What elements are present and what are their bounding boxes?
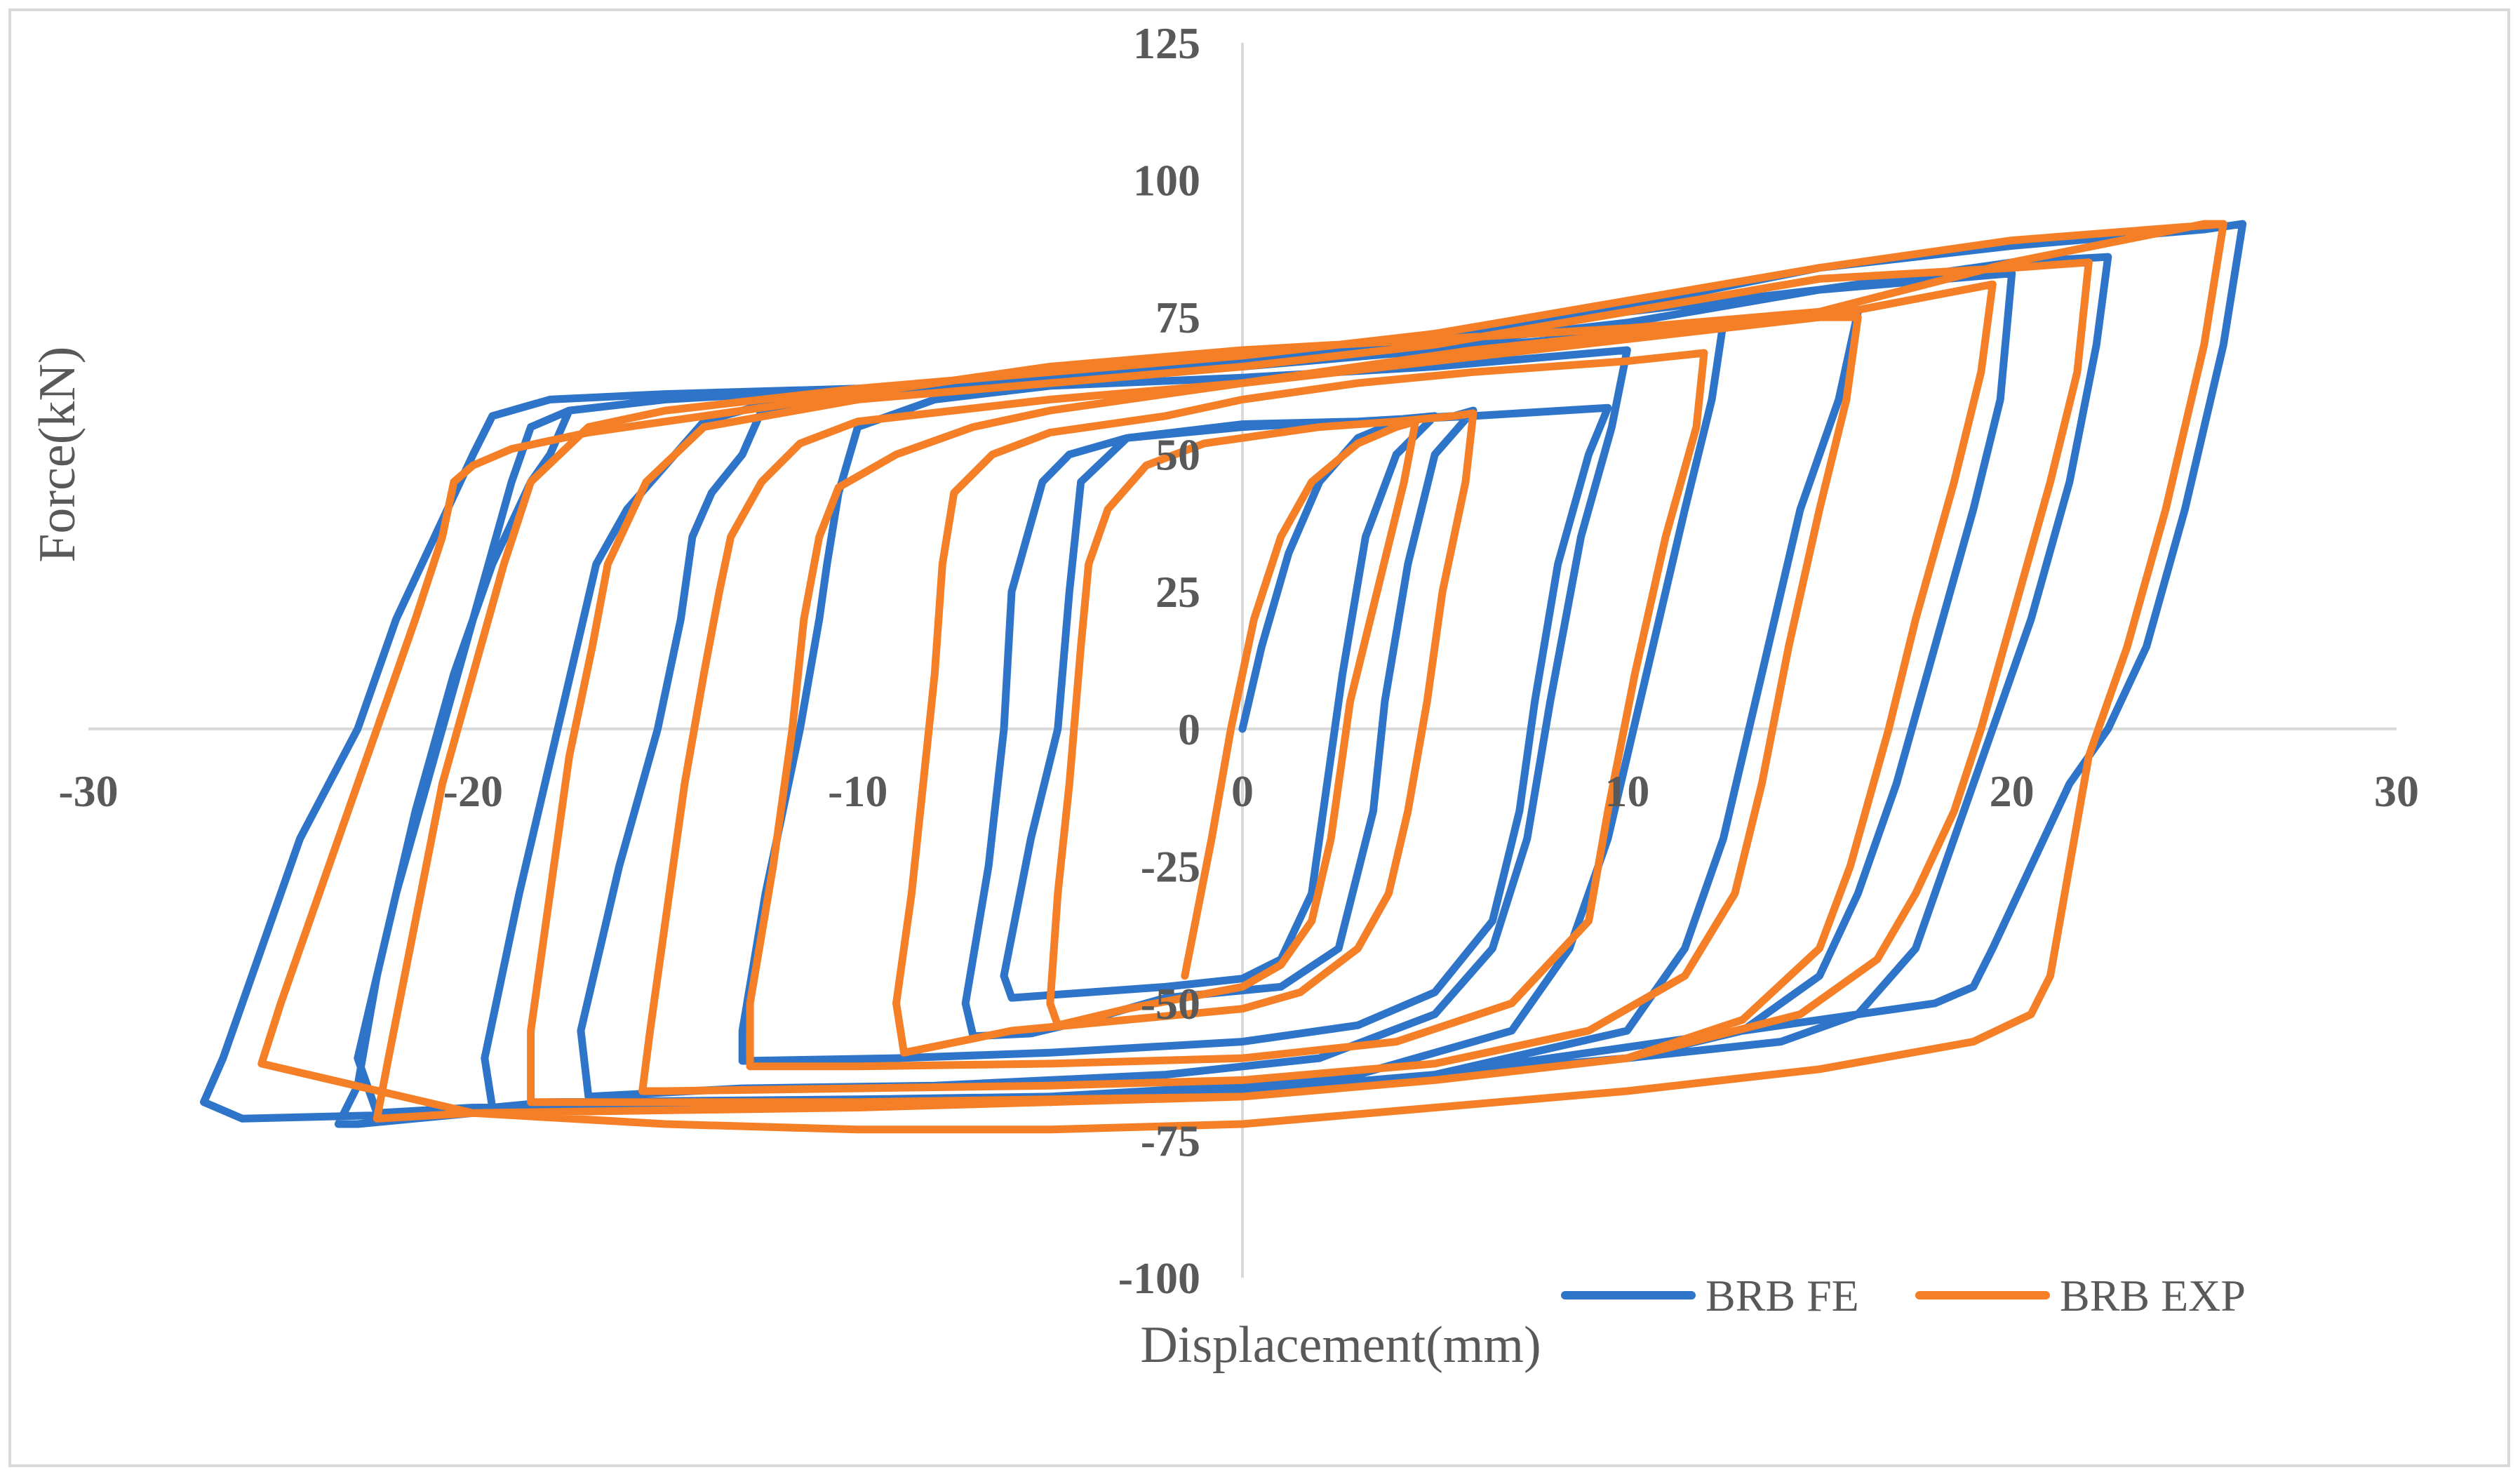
y-tick-label: -75 (1141, 1116, 1200, 1165)
plot-area (200, 220, 2247, 1134)
y-tick-label: 25 (1155, 567, 1200, 617)
y-tick-label: 75 (1155, 293, 1200, 342)
series-line-brb-exp (257, 220, 2227, 1134)
chart-frame: -30 -20 -10 0 10 20 30 125 100 75 50 25 0 -25 -50 -75 -1… (8, 8, 2510, 1467)
y-tick-label: 0 (1178, 704, 1200, 754)
y-tick-label: 50 (1155, 430, 1200, 480)
y-tick-label: -25 (1141, 841, 1200, 891)
x-axis-title: Displacement(mm) (1140, 1316, 1541, 1374)
x-tick-label: 10 (1604, 766, 1649, 816)
x-tick-label: 0 (1231, 766, 1254, 816)
y-tick-label: -50 (1141, 979, 1200, 1029)
legend: BRB FE BRB EXP (1561, 1271, 2246, 1321)
x-tick-label: -10 (828, 766, 887, 816)
hysteresis-chart: -30 -20 -10 0 10 20 301251007550250-25-50-75-1… (29, 18, 2419, 1374)
x-tick-label: -20 (443, 766, 503, 816)
y-tick-label: -100 (1118, 1253, 1200, 1303)
x-tick-label: 20 (1990, 766, 2035, 816)
y-tick-label: 100 (1133, 156, 1200, 206)
y-axis-title: Force(kN) (29, 347, 86, 563)
legend-label-brb-exp: BRB EXP (2060, 1271, 2246, 1321)
y-tick-label: 125 (1133, 18, 1200, 68)
legend-label-brb-fe: BRB FE (1705, 1271, 1859, 1321)
x-tick-label: -30 (58, 766, 118, 816)
tick-labels: -30 -20 -10 0 10 20 301251007550250-25-50-75-1… (58, 18, 2419, 1303)
x-tick-label: 30 (2374, 766, 2419, 816)
